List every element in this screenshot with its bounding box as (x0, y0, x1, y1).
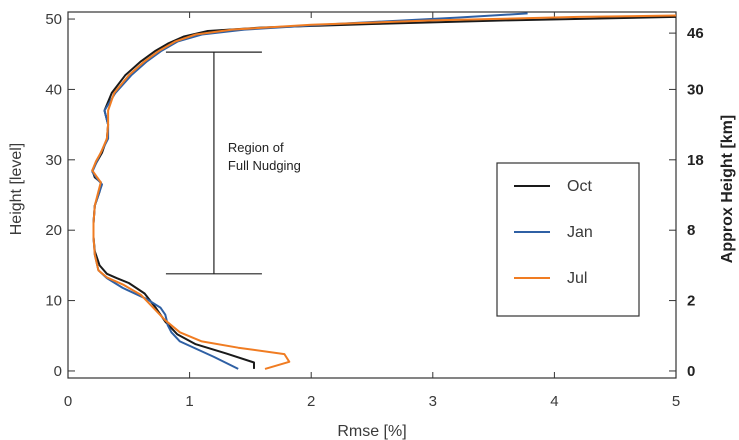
x-tick-label: 1 (185, 393, 193, 410)
x-tick-label: 4 (550, 393, 558, 410)
right-tick-label: 18 (687, 152, 704, 169)
nudging-label: Region of (228, 140, 284, 155)
legend-label-oct: Oct (567, 178, 592, 195)
y-tick-label: 30 (45, 152, 62, 169)
x-tick-label: 5 (672, 393, 680, 410)
nudging-label: Full Nudging (228, 158, 301, 173)
x-axis-title: Rmse [%] (337, 423, 406, 440)
y-tick-label: 10 (45, 293, 62, 310)
right-tick-label: 8 (687, 222, 695, 239)
y-axis-title: Height [level] (8, 143, 25, 236)
x-tick-label: 3 (429, 393, 437, 410)
x-tick-label: 2 (307, 393, 315, 410)
plot-frame (67, 11, 677, 379)
right-tick-label: 0 (687, 363, 695, 380)
series-line-jan (91, 12, 528, 370)
legend-box (496, 162, 640, 317)
y-tick-label: 40 (45, 81, 62, 98)
right-tick-label: 2 (687, 293, 695, 310)
y-tick-label: 20 (45, 222, 62, 239)
y-tick-label: 0 (54, 363, 62, 380)
right-axis-title: Approx Height [km] (719, 115, 736, 263)
y-tick-label: 50 (45, 11, 62, 28)
legend-label-jul: Jul (567, 270, 587, 287)
x-tick-label: 0 (64, 393, 72, 410)
right-tick-label: 30 (687, 81, 704, 98)
series-line-jul (91, 14, 676, 370)
legend-label-jan: Jan (567, 224, 593, 241)
right-tick-label: 46 (687, 25, 704, 42)
